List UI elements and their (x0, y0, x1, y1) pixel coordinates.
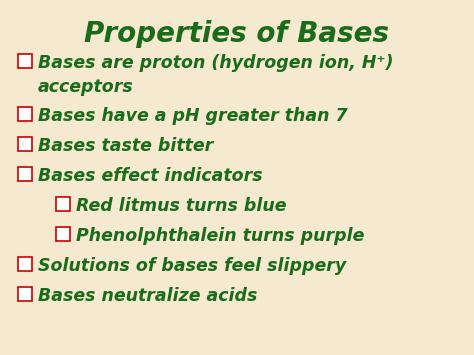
Text: Phenolphthalein turns purple: Phenolphthalein turns purple (76, 226, 365, 245)
Text: Solutions of bases feel slippery: Solutions of bases feel slippery (38, 257, 346, 275)
Bar (18, 166, 32, 181)
Bar (18, 257, 32, 271)
Bar (18, 106, 32, 121)
Text: Bases taste bitter: Bases taste bitter (38, 137, 213, 154)
Text: Bases neutralize acids: Bases neutralize acids (38, 286, 257, 305)
Bar (18, 286, 32, 301)
Text: Bases effect indicators: Bases effect indicators (38, 166, 263, 185)
Text: acceptors: acceptors (38, 78, 134, 96)
Bar (18, 54, 32, 67)
Text: Bases have a pH greater than 7: Bases have a pH greater than 7 (38, 106, 347, 125)
Bar (56, 197, 70, 211)
Text: Bases are proton (hydrogen ion, H⁺): Bases are proton (hydrogen ion, H⁺) (38, 54, 393, 71)
Bar (56, 226, 70, 241)
Text: Red litmus turns blue: Red litmus turns blue (76, 197, 286, 215)
Bar (18, 137, 32, 151)
Text: Properties of Bases: Properties of Bases (84, 20, 390, 48)
